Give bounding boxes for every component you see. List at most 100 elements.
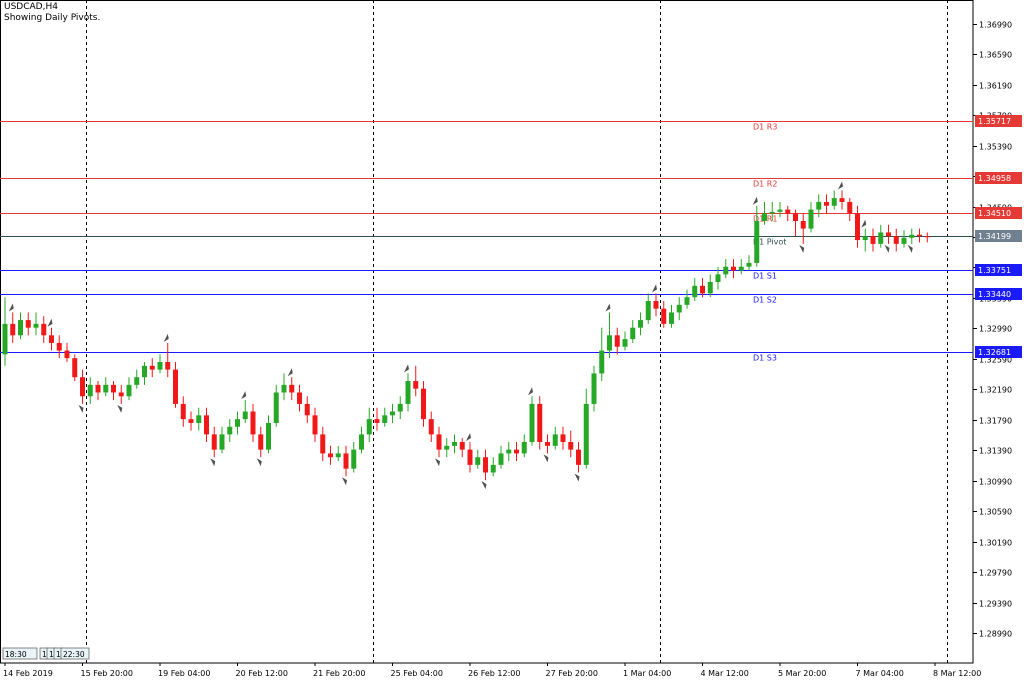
price-tag	[975, 172, 1022, 184]
pivot-label: D1 R2	[753, 180, 777, 189]
candle-body	[560, 434, 566, 442]
price-tag	[975, 207, 1022, 219]
y-axis-tick-label: 1.30190	[979, 539, 1012, 548]
candle-body	[490, 464, 496, 473]
candle-body	[180, 403, 186, 420]
candle-body	[731, 266, 736, 271]
candle-body	[831, 198, 837, 206]
indicator-caption: Showing Daily Pivots.	[4, 13, 101, 23]
candle-body	[56, 342, 62, 351]
candle-body	[157, 361, 163, 370]
candle-body	[467, 449, 473, 465]
candle-body	[173, 369, 178, 404]
candle-body	[552, 434, 558, 446]
x-axis-tick-label: 4 Mar 12:00	[701, 669, 749, 678]
candle-body	[289, 384, 295, 393]
fractal-down-arrow	[256, 458, 262, 467]
fractal-up-arrow	[8, 303, 14, 312]
candle-body	[754, 221, 760, 263]
candle-body	[87, 384, 93, 397]
candle-body	[669, 312, 674, 324]
candle-body	[405, 381, 411, 404]
candle-body	[382, 415, 388, 423]
candle-body	[676, 304, 682, 313]
candle-body	[188, 419, 194, 423]
candle-body	[599, 350, 605, 374]
candle-body	[18, 320, 23, 336]
plot-frame	[0, 0, 974, 664]
candle-body	[227, 426, 233, 435]
candle-body	[359, 434, 364, 450]
candle-body	[692, 285, 698, 298]
candle-body	[521, 442, 527, 454]
candle-body	[707, 281, 713, 294]
candle-body	[576, 449, 581, 465]
time-marker-label: 1	[42, 650, 47, 659]
candle-body	[33, 323, 39, 328]
candle-body	[591, 373, 597, 404]
candle-body	[64, 350, 70, 359]
candle-body	[242, 411, 248, 420]
candle-body	[351, 449, 357, 469]
x-axis-tick-label: 25 Feb 04:00	[391, 669, 443, 678]
y-axis-tick-label: 1.28990	[979, 630, 1012, 639]
candle-body	[273, 392, 279, 423]
candle-body	[661, 308, 667, 324]
x-axis-tick-label: 5 Mar 20:00	[778, 669, 826, 678]
candle-body	[769, 211, 775, 214]
price-tag	[975, 264, 1022, 276]
candle-body	[235, 419, 240, 427]
fractal-down-arrow	[884, 244, 890, 253]
price-tag-label: 1.34510	[978, 209, 1011, 218]
candle-body	[428, 419, 434, 435]
time-marker-label: 1	[49, 650, 54, 659]
candle-body	[793, 213, 798, 221]
candle-body	[630, 327, 636, 340]
y-axis-tick-label: 1.30590	[979, 508, 1012, 517]
candle-body	[72, 358, 78, 378]
candle-body	[444, 445, 450, 450]
fractal-up-arrow	[605, 303, 611, 312]
candle-body	[49, 335, 54, 343]
x-axis-tick-label: 20 Feb 12:00	[236, 669, 288, 678]
fractal-down-arrow	[481, 481, 487, 490]
fractal-down-arrow	[210, 458, 216, 467]
fractal-down-arrow	[543, 454, 549, 463]
candle-body	[746, 262, 752, 267]
x-axis-tick-label: 1 Mar 04:00	[623, 669, 671, 678]
candle-body	[413, 381, 419, 389]
y-axis-tick-label: 1.32990	[979, 325, 1012, 334]
candle-body	[723, 266, 729, 275]
candle-body	[917, 234, 922, 237]
time-marker-label: 22:30	[63, 650, 85, 659]
candle-body	[847, 201, 853, 214]
candle-body	[41, 323, 47, 336]
candle-body	[459, 442, 465, 450]
price-tag-label: 1.35717	[978, 117, 1011, 126]
candle-body	[366, 419, 372, 435]
candle-body	[320, 434, 326, 454]
time-marker-label: 18:30	[5, 650, 27, 659]
candle-body	[529, 403, 535, 442]
fractal-down-arrow	[907, 244, 913, 253]
x-axis-tick-label: 19 Feb 04:00	[158, 669, 210, 678]
candle-body	[204, 415, 209, 435]
candle-body	[568, 442, 574, 450]
candle-body	[909, 234, 915, 238]
candle-body	[777, 209, 783, 212]
price-tag-label: 1.34199	[978, 232, 1011, 241]
pivot-label: D1 R3	[753, 123, 777, 132]
pivot-label: D1 S2	[753, 296, 777, 305]
y-axis-tick-label: 1.29390	[979, 600, 1012, 609]
x-axis-tick-label: 21 Feb 20:00	[313, 669, 365, 678]
time-marker-label: 1	[56, 650, 61, 659]
candle-body	[893, 236, 899, 244]
candle-body	[638, 320, 643, 328]
candle-body	[545, 442, 550, 446]
x-axis-tick-label: 27 Feb 20:00	[546, 669, 598, 678]
fractal-up-arrow	[404, 364, 409, 373]
price-tag-label: 1.33440	[978, 290, 1011, 299]
chart-symbol-title: USDCAD,H4	[4, 2, 58, 12]
